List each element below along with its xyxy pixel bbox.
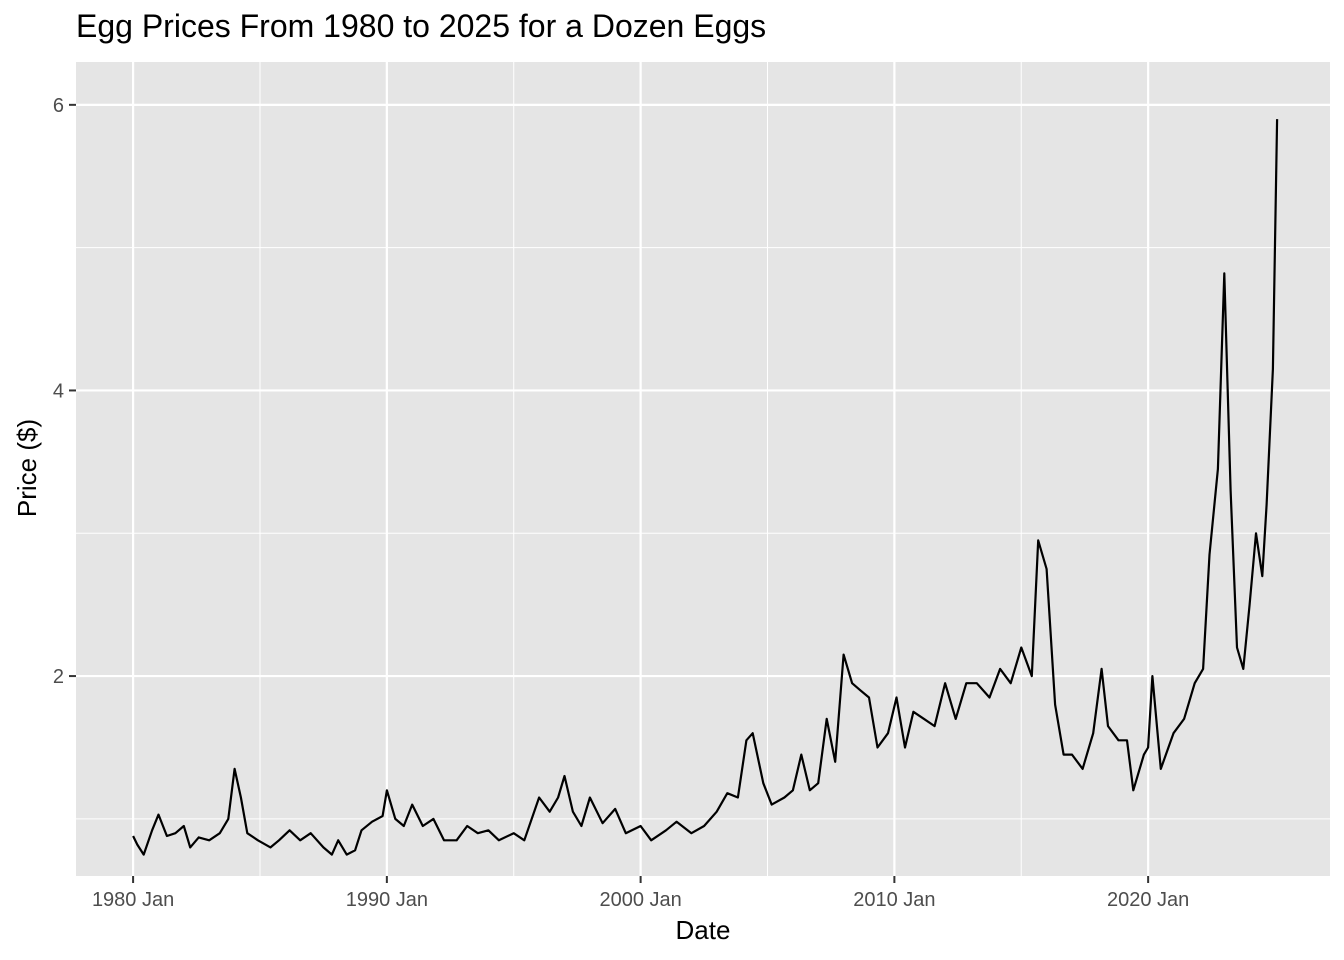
plot-panel [76, 62, 1330, 876]
x-tick-label: 2000 Jan [599, 889, 681, 911]
x-tick-label: 1990 Jan [346, 889, 428, 911]
chart-title: Egg Prices From 1980 to 2025 for a Dozen… [76, 8, 767, 44]
x-tick-label: 2010 Jan [853, 889, 935, 911]
x-tick-label: 1980 Jan [92, 889, 174, 911]
x-axis-title: Date [676, 915, 731, 945]
grid-lines [76, 62, 1330, 876]
y-tick-label: 6 [53, 95, 64, 117]
x-tick-label: 2020 Jan [1107, 889, 1189, 911]
axes: 1980 Jan 1990 Jan 2000 Jan 2010 Jan 2020 Jan… [53, 95, 1189, 911]
price-series-line [132, 119, 1279, 856]
y-tick-label: 4 [53, 380, 64, 402]
y-tick-label: 2 [53, 666, 64, 688]
y-axis-title: Price ($) [12, 419, 42, 517]
